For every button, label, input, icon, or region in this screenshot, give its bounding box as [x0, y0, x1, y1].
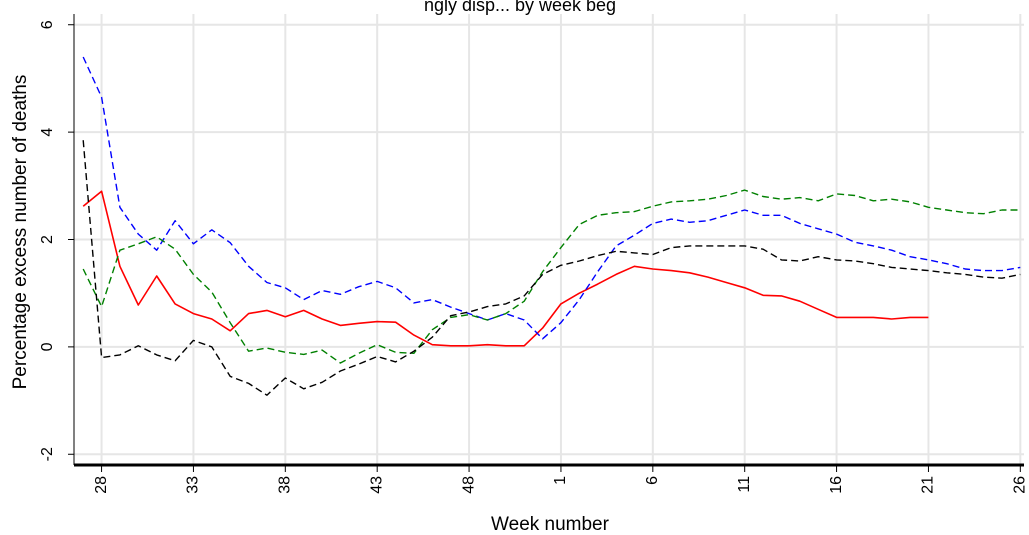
x-tick-label-4: 48	[460, 476, 477, 494]
x-tick-label-0: 28	[93, 476, 110, 494]
x-tick-label-10: 26	[1012, 476, 1029, 494]
grid-lines	[74, 14, 1024, 465]
x-tick-label-8: 16	[828, 476, 845, 494]
y-tick-label-2: 2	[39, 235, 56, 244]
x-tick-label-5: 1	[552, 476, 569, 485]
x-tick-label-1: 33	[185, 476, 202, 494]
y-tick-label-1: 0	[39, 342, 56, 351]
x-tick-label-7: 11	[736, 476, 753, 493]
y-tick-label-4: 6	[39, 20, 56, 29]
y-tick-label-3: 4	[39, 128, 56, 137]
series-line-red	[82, 190, 929, 347]
chart-title: ngly disp... by week beg	[424, 0, 616, 15]
x-tick-label-3: 43	[368, 476, 385, 494]
x-axis-ticks: 28 33 38 43 48 1 6 11 16 21 26	[93, 465, 1029, 494]
data-series	[82, 56, 1021, 396]
x-axis-label: Week number	[491, 514, 610, 535]
x-tick-label-9: 21	[920, 476, 937, 494]
series-line-green	[82, 189, 1021, 364]
y-tick-label-0: -2	[39, 447, 56, 461]
y-axis-ticks: -2 0 2 4 6	[39, 20, 74, 461]
series-line-black	[82, 140, 1021, 396]
x-tick-label-2: 38	[277, 476, 294, 494]
y-axis-label: Percentage excess number of deaths	[10, 75, 31, 390]
series-line-blue	[82, 56, 1021, 340]
x-tick-label-6: 6	[644, 476, 661, 485]
